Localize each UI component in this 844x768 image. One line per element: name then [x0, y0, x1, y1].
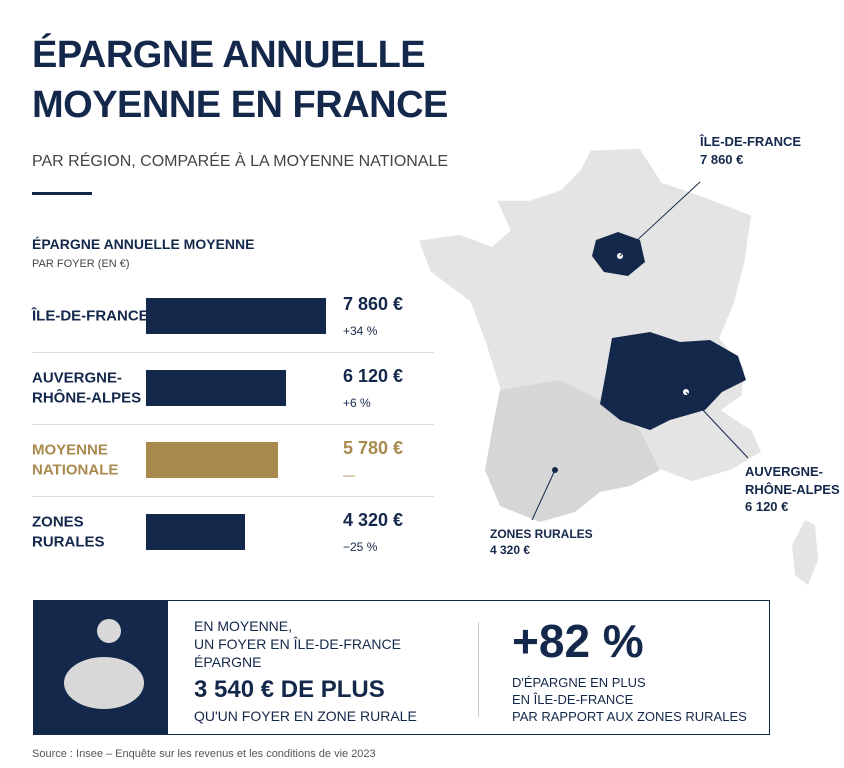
- piggy: [64, 657, 144, 709]
- callout-line: EN ÎLE-DE-FRANCE: [512, 691, 634, 707]
- chart-title: ÉPARGNE ANNUELLE MOYENNE: [32, 236, 255, 252]
- leader-line: [685, 391, 749, 459]
- callout-highlight: 3 540 € DE PLUS: [194, 675, 385, 703]
- value-label: 7 860 €: [343, 294, 404, 314]
- callout-line: PAR RAPPORT AUX ZONES RURALES: [512, 708, 747, 724]
- leader-line: [531, 469, 556, 521]
- category-label: MOYENNE NATIONALE: [32, 441, 119, 479]
- value-label: 5 780 €: [343, 438, 404, 458]
- callout-line: ÉPARGNE: [194, 654, 262, 671]
- callout-line: UN FOYER EN ÎLE-DE-FRANCE: [194, 636, 401, 653]
- separator: [478, 622, 479, 717]
- map-value: 7 860 €: [700, 151, 744, 167]
- change-label: —: [343, 468, 355, 482]
- value-label: 4 320 €: [343, 510, 404, 530]
- map-value: 4 320 €: [490, 543, 531, 558]
- map-region: ÎLE-DE-FRANCE: [700, 134, 802, 149]
- bar: [146, 514, 245, 550]
- map: [416, 147, 818, 585]
- map-value: 6 120 €: [745, 499, 789, 515]
- callout-big: +82 %: [512, 615, 644, 667]
- subtitle: PAR RÉGION, COMPARÉE À LA MOYENNE NATION…: [32, 153, 449, 170]
- coin: [97, 619, 121, 643]
- row-separator: [32, 352, 434, 353]
- map-label: AUVERGNE- RHÔNE-ALPES 6 120 €: [745, 463, 840, 516]
- change-label: +6 %: [343, 396, 371, 410]
- bar: [146, 370, 287, 406]
- category-label: AUVERGNE- RHÔNE-ALPES: [32, 369, 142, 407]
- map-label: ZONES RURALES 4 320 €: [490, 526, 593, 558]
- category-label: ÎLE-DE-FRANCE: [32, 307, 149, 325]
- chart-subtitle: PAR FOYER (EN €): [32, 258, 130, 270]
- divider: [32, 192, 92, 195]
- callout-big-text: D'ÉPARGNE EN PLUS EN ÎLE-DE-FRANCE PAR R…: [512, 675, 747, 726]
- piggy-panel: [34, 601, 168, 734]
- source: Source : Insee – Enquête sur les revenus…: [32, 748, 376, 760]
- title: MOYENNE EN FRANCE: [32, 84, 448, 126]
- row-separator: [32, 496, 434, 497]
- region-aura: [600, 332, 746, 430]
- callout-line: D'ÉPARGNE EN PLUS: [512, 675, 646, 690]
- bar: [146, 298, 326, 334]
- change-label: +34 %: [343, 324, 378, 338]
- callout-line: QU'UN FOYER EN ZONE RURALE: [194, 707, 417, 724]
- callout-text: EN MOYENNE, UN FOYER EN ÎLE-DE-FRANCE ÉP…: [194, 617, 417, 725]
- corsica: [792, 520, 818, 585]
- map-region: AUVERGNE- RHÔNE-ALPES: [745, 464, 840, 497]
- map-label: ÎLE-DE-FRANCE 7 860 €: [700, 133, 801, 168]
- category-label: ZONES RURALES: [32, 513, 105, 551]
- change-label: −25 %: [343, 540, 378, 554]
- value-label: 6 120 €: [343, 366, 404, 386]
- map-region: ZONES RURALES: [490, 527, 593, 541]
- row-separator: [32, 424, 434, 425]
- bar: [146, 442, 279, 478]
- title: ÉPARGNE ANNUELLE: [32, 34, 426, 76]
- leader-line: [619, 181, 701, 257]
- callout-line: EN MOYENNE,: [194, 618, 293, 634]
- callout-box: [33, 600, 770, 735]
